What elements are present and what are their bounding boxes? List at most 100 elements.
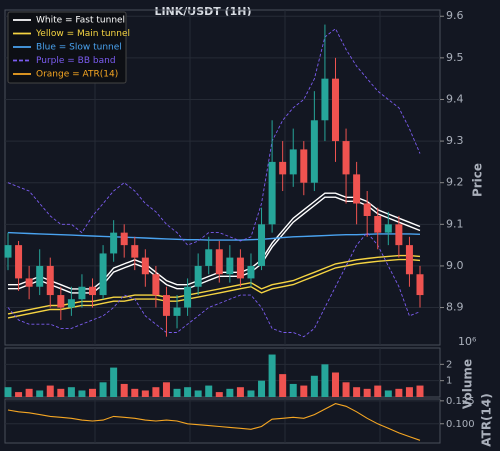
volume-bar <box>374 385 382 397</box>
candle-body <box>215 249 223 275</box>
volume-bar <box>36 390 44 397</box>
volume-bar <box>416 385 424 397</box>
offset-label: 10⁶ <box>458 335 477 348</box>
legend-label: Purple = BB band <box>36 56 116 66</box>
candle-body <box>363 203 371 216</box>
legend-label: White = Fast tunnel <box>36 16 125 26</box>
candle-body <box>15 245 23 279</box>
y-tick-label: 2 <box>446 359 452 370</box>
candle-body <box>194 265 202 287</box>
candle-body <box>342 141 350 175</box>
volume-bar <box>342 382 350 397</box>
volume-bar <box>57 388 65 397</box>
candle-body <box>405 245 413 275</box>
volume-bar <box>89 388 97 397</box>
candle-body <box>141 257 149 275</box>
volume-bar <box>268 354 276 397</box>
volume-bar <box>236 387 244 397</box>
candle-body <box>300 149 308 183</box>
volume-bar <box>363 388 371 397</box>
volume-bar <box>184 387 192 397</box>
volume-bar <box>67 387 75 397</box>
candle-body <box>89 286 97 296</box>
legend-box <box>7 11 127 84</box>
volume-bar <box>226 388 234 397</box>
panel-frame <box>4 398 441 444</box>
volume-bar <box>173 388 181 397</box>
volume-bar <box>25 388 33 397</box>
candle-body <box>321 78 329 121</box>
tunnel-line <box>7 258 421 319</box>
tunnel-line <box>7 254 421 315</box>
y-tick-label: 0.100 <box>446 419 475 430</box>
bb-upper <box>7 28 421 246</box>
volume-bar <box>152 387 160 397</box>
volume-bar <box>310 375 318 397</box>
candle-body <box>268 161 276 225</box>
bb-lower <box>7 231 421 338</box>
y-tick-label: 8.9 <box>446 301 464 314</box>
volume-bar <box>141 390 149 397</box>
candle-body <box>184 286 192 308</box>
y-tick-label: 9.2 <box>446 176 464 189</box>
volume-bar <box>120 383 128 397</box>
volume-bar <box>46 385 54 397</box>
volume-bar <box>162 382 170 397</box>
candle-body <box>99 253 107 296</box>
volume-bar <box>405 387 413 397</box>
legend-label: Blue = Slow tunnel <box>36 43 122 53</box>
volume-bar <box>110 367 118 397</box>
volume-bar <box>395 388 403 397</box>
volume-bar <box>215 392 223 397</box>
y-tick-label: 9.3 <box>446 134 464 147</box>
candle-body <box>205 249 213 266</box>
candle-body <box>131 245 139 258</box>
candle-body <box>173 307 181 316</box>
chart-title: LINK/USDT (1H) <box>154 5 251 18</box>
panel-frame <box>4 9 441 346</box>
atr-line <box>7 403 421 441</box>
volume-bar <box>300 385 308 397</box>
candle-body <box>247 265 255 279</box>
candle-body <box>310 120 318 183</box>
candle-body <box>289 149 297 175</box>
y-tick-label: 9.0 <box>446 259 464 272</box>
y-tick-label: 9.1 <box>446 217 464 230</box>
volume-bar <box>247 390 255 397</box>
tunnel-line <box>7 231 421 241</box>
y-tick-label: 9.6 <box>446 9 464 22</box>
volume-bar <box>4 387 12 397</box>
volume-bar <box>205 385 213 397</box>
y-axis-label: Volume <box>461 359 475 409</box>
candle-body <box>236 257 244 279</box>
candle-body <box>120 232 128 246</box>
volume-bar <box>99 382 107 397</box>
candle-body <box>162 295 170 316</box>
candle-body <box>374 215 382 233</box>
candle-body <box>226 257 234 275</box>
legend-label: Yellow = Main tunnel <box>35 29 130 39</box>
y-tick-label: 9.4 <box>446 92 464 105</box>
y-axis-label: ATR(14) <box>480 393 494 446</box>
y-axis-label: Price <box>471 163 485 197</box>
volume-bar <box>131 388 139 397</box>
tunnel-line <box>8 196 421 294</box>
candle-body <box>395 224 403 246</box>
volume-bar <box>384 390 392 397</box>
candle-body <box>152 274 160 296</box>
y-tick-label: 9.5 <box>446 51 464 64</box>
volume-bar <box>331 372 339 397</box>
volume-bar <box>353 387 361 397</box>
volume-bar <box>194 390 202 397</box>
candle-body <box>57 295 65 308</box>
volume-bar <box>258 380 266 397</box>
volume-bar <box>78 390 86 397</box>
candle-body <box>331 78 339 142</box>
candle-body <box>25 278 33 287</box>
volume-bar <box>321 364 329 397</box>
candle-body <box>67 299 75 308</box>
candle-body <box>416 274 424 296</box>
candle-body <box>384 224 392 233</box>
candle-body <box>353 174 361 204</box>
